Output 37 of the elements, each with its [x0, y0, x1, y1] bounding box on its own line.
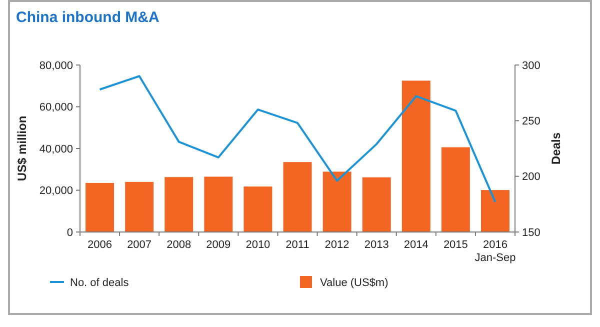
- x-tick-label: 2012: [324, 239, 350, 251]
- line-series: [98, 75, 496, 203]
- bar: [283, 162, 312, 232]
- legend-label: Value (US$m): [320, 276, 388, 289]
- x-tick-label: 2011: [286, 239, 310, 251]
- x-tick-label: 2015: [443, 239, 468, 251]
- y-axis-title: US$ million: [15, 116, 29, 182]
- y-tick-label: 80,000: [39, 60, 73, 72]
- x-tick-label: 2009: [206, 239, 231, 251]
- x-tick-label: 2013: [364, 239, 389, 251]
- y2-tick-label: 150: [522, 226, 540, 239]
- x-tick-label: 2010: [246, 239, 270, 251]
- bar: [86, 182, 114, 232]
- y-tick-label: 60,000: [39, 102, 73, 114]
- x-tick-label: 2007: [127, 239, 152, 251]
- y-tick-label: 40,000: [39, 143, 73, 156]
- bar: [402, 80, 430, 232]
- bar: [164, 177, 194, 232]
- chart-title: China inbound M&A: [16, 9, 160, 26]
- bar: [441, 147, 470, 232]
- y-tick-label: 0: [66, 226, 73, 239]
- y-tick-label: 20,000: [39, 185, 73, 198]
- x-tick-label: 2008: [166, 239, 192, 251]
- bar: [480, 190, 510, 232]
- y2-tick-label: 250: [522, 116, 540, 128]
- x-tick-label: 2016 Jan-Sep: [474, 239, 516, 264]
- bar: [125, 182, 154, 232]
- y2-tick-label: 200: [522, 171, 540, 184]
- bar: [204, 176, 233, 232]
- legend-label: No. of deals: [70, 276, 130, 289]
- bar: [322, 172, 352, 232]
- x-tick-label: 2014: [404, 239, 428, 251]
- bar: [244, 186, 272, 232]
- y2-tick-label: 300: [522, 60, 540, 72]
- bar: [362, 177, 391, 232]
- x-tick-label: 2006: [88, 239, 112, 251]
- y2-axis-title: Deals: [549, 132, 563, 165]
